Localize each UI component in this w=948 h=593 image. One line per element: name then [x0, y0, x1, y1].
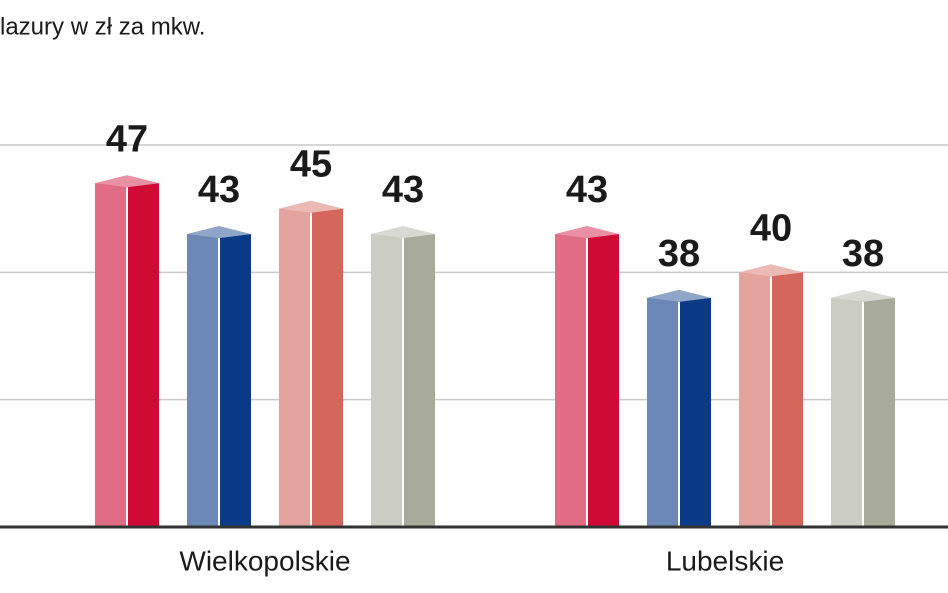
value-label: 43	[382, 169, 424, 211]
bar-face	[279, 208, 311, 527]
bar-face	[555, 234, 587, 528]
value-label: 40	[750, 207, 792, 249]
value-label: 47	[106, 118, 148, 160]
bar-cap-light	[647, 289, 711, 302]
bar-cap-light	[371, 226, 435, 239]
bar-face	[95, 183, 127, 527]
bar-face	[371, 234, 403, 528]
bar-face	[187, 234, 219, 528]
bar-cap-light	[739, 264, 803, 277]
bar-face	[647, 297, 679, 527]
value-label: 43	[198, 169, 240, 211]
bar-cap-light	[555, 226, 619, 239]
value-label: 38	[842, 233, 884, 275]
bar-face	[831, 297, 863, 527]
value-label: 43	[566, 169, 608, 211]
bar-cap-light	[831, 289, 895, 302]
bar-cap-light	[279, 200, 343, 213]
value-label: 45	[290, 144, 332, 186]
value-label: 38	[658, 233, 700, 275]
bar-face	[739, 272, 771, 527]
chart-title: lazury w zł za mkw.	[0, 13, 205, 40]
bar-cap-light	[187, 226, 251, 239]
x-tick-label: Lubelskie	[666, 545, 784, 576]
bar-cap-light	[95, 175, 159, 188]
x-tick-label: Wielkopolskie	[179, 545, 350, 576]
